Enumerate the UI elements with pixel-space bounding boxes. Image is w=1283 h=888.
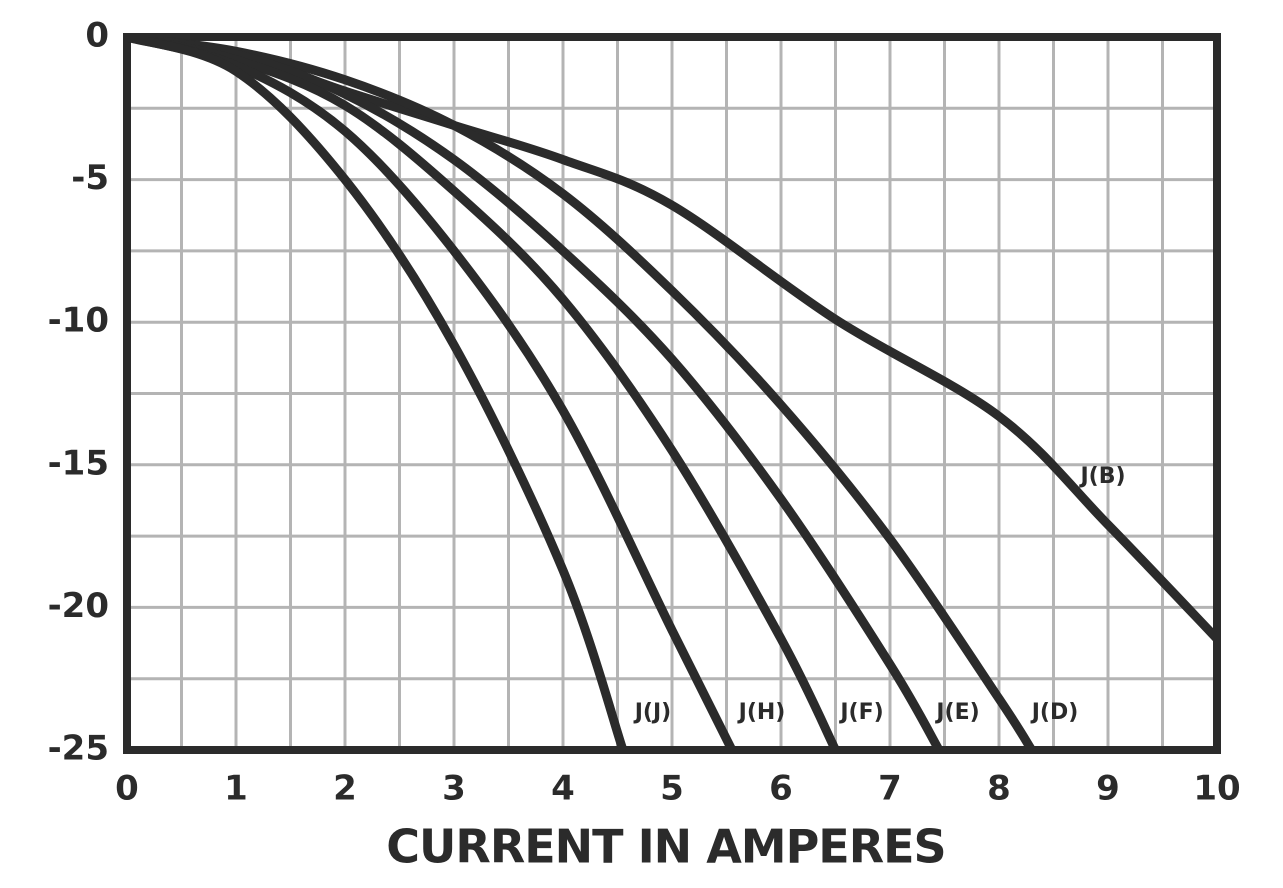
x-tick-label: 7 bbox=[878, 769, 902, 809]
series-label: J(B) bbox=[1078, 464, 1125, 489]
series-line bbox=[127, 37, 943, 750]
x-axis-label: CURRENT IN AMPERES bbox=[386, 820, 945, 874]
series-label: J(E) bbox=[934, 700, 979, 725]
x-tick-label: 10 bbox=[1193, 769, 1240, 809]
series-line bbox=[127, 37, 736, 750]
x-tick-label: 9 bbox=[1096, 769, 1120, 809]
x-tick-label: 0 bbox=[115, 769, 139, 809]
series-line bbox=[127, 37, 840, 750]
x-tick-label: 2 bbox=[333, 769, 357, 809]
y-tick-label: -10 bbox=[48, 301, 109, 341]
y-tick-label: -15 bbox=[48, 443, 109, 483]
y-tick-label: -5 bbox=[71, 158, 109, 198]
x-tick-label: 4 bbox=[551, 769, 575, 809]
y-tick-label: 0 bbox=[85, 16, 109, 56]
series-label: J(D) bbox=[1030, 700, 1079, 725]
x-tick-label: 1 bbox=[224, 769, 248, 809]
x-tick-label: 5 bbox=[660, 769, 684, 809]
series-line bbox=[127, 37, 1036, 750]
y-tick-label: -20 bbox=[48, 586, 109, 626]
series-label: J(F) bbox=[838, 700, 883, 725]
x-tick-label: 8 bbox=[987, 769, 1011, 809]
x-tick-label: 6 bbox=[769, 769, 793, 809]
series-line bbox=[127, 37, 628, 750]
x-tick-label: 3 bbox=[442, 769, 466, 809]
series-label: J(J) bbox=[633, 700, 671, 725]
plot-frame bbox=[123, 33, 1221, 754]
y-tick-label: -25 bbox=[48, 729, 109, 769]
series-label: J(H) bbox=[737, 700, 786, 725]
